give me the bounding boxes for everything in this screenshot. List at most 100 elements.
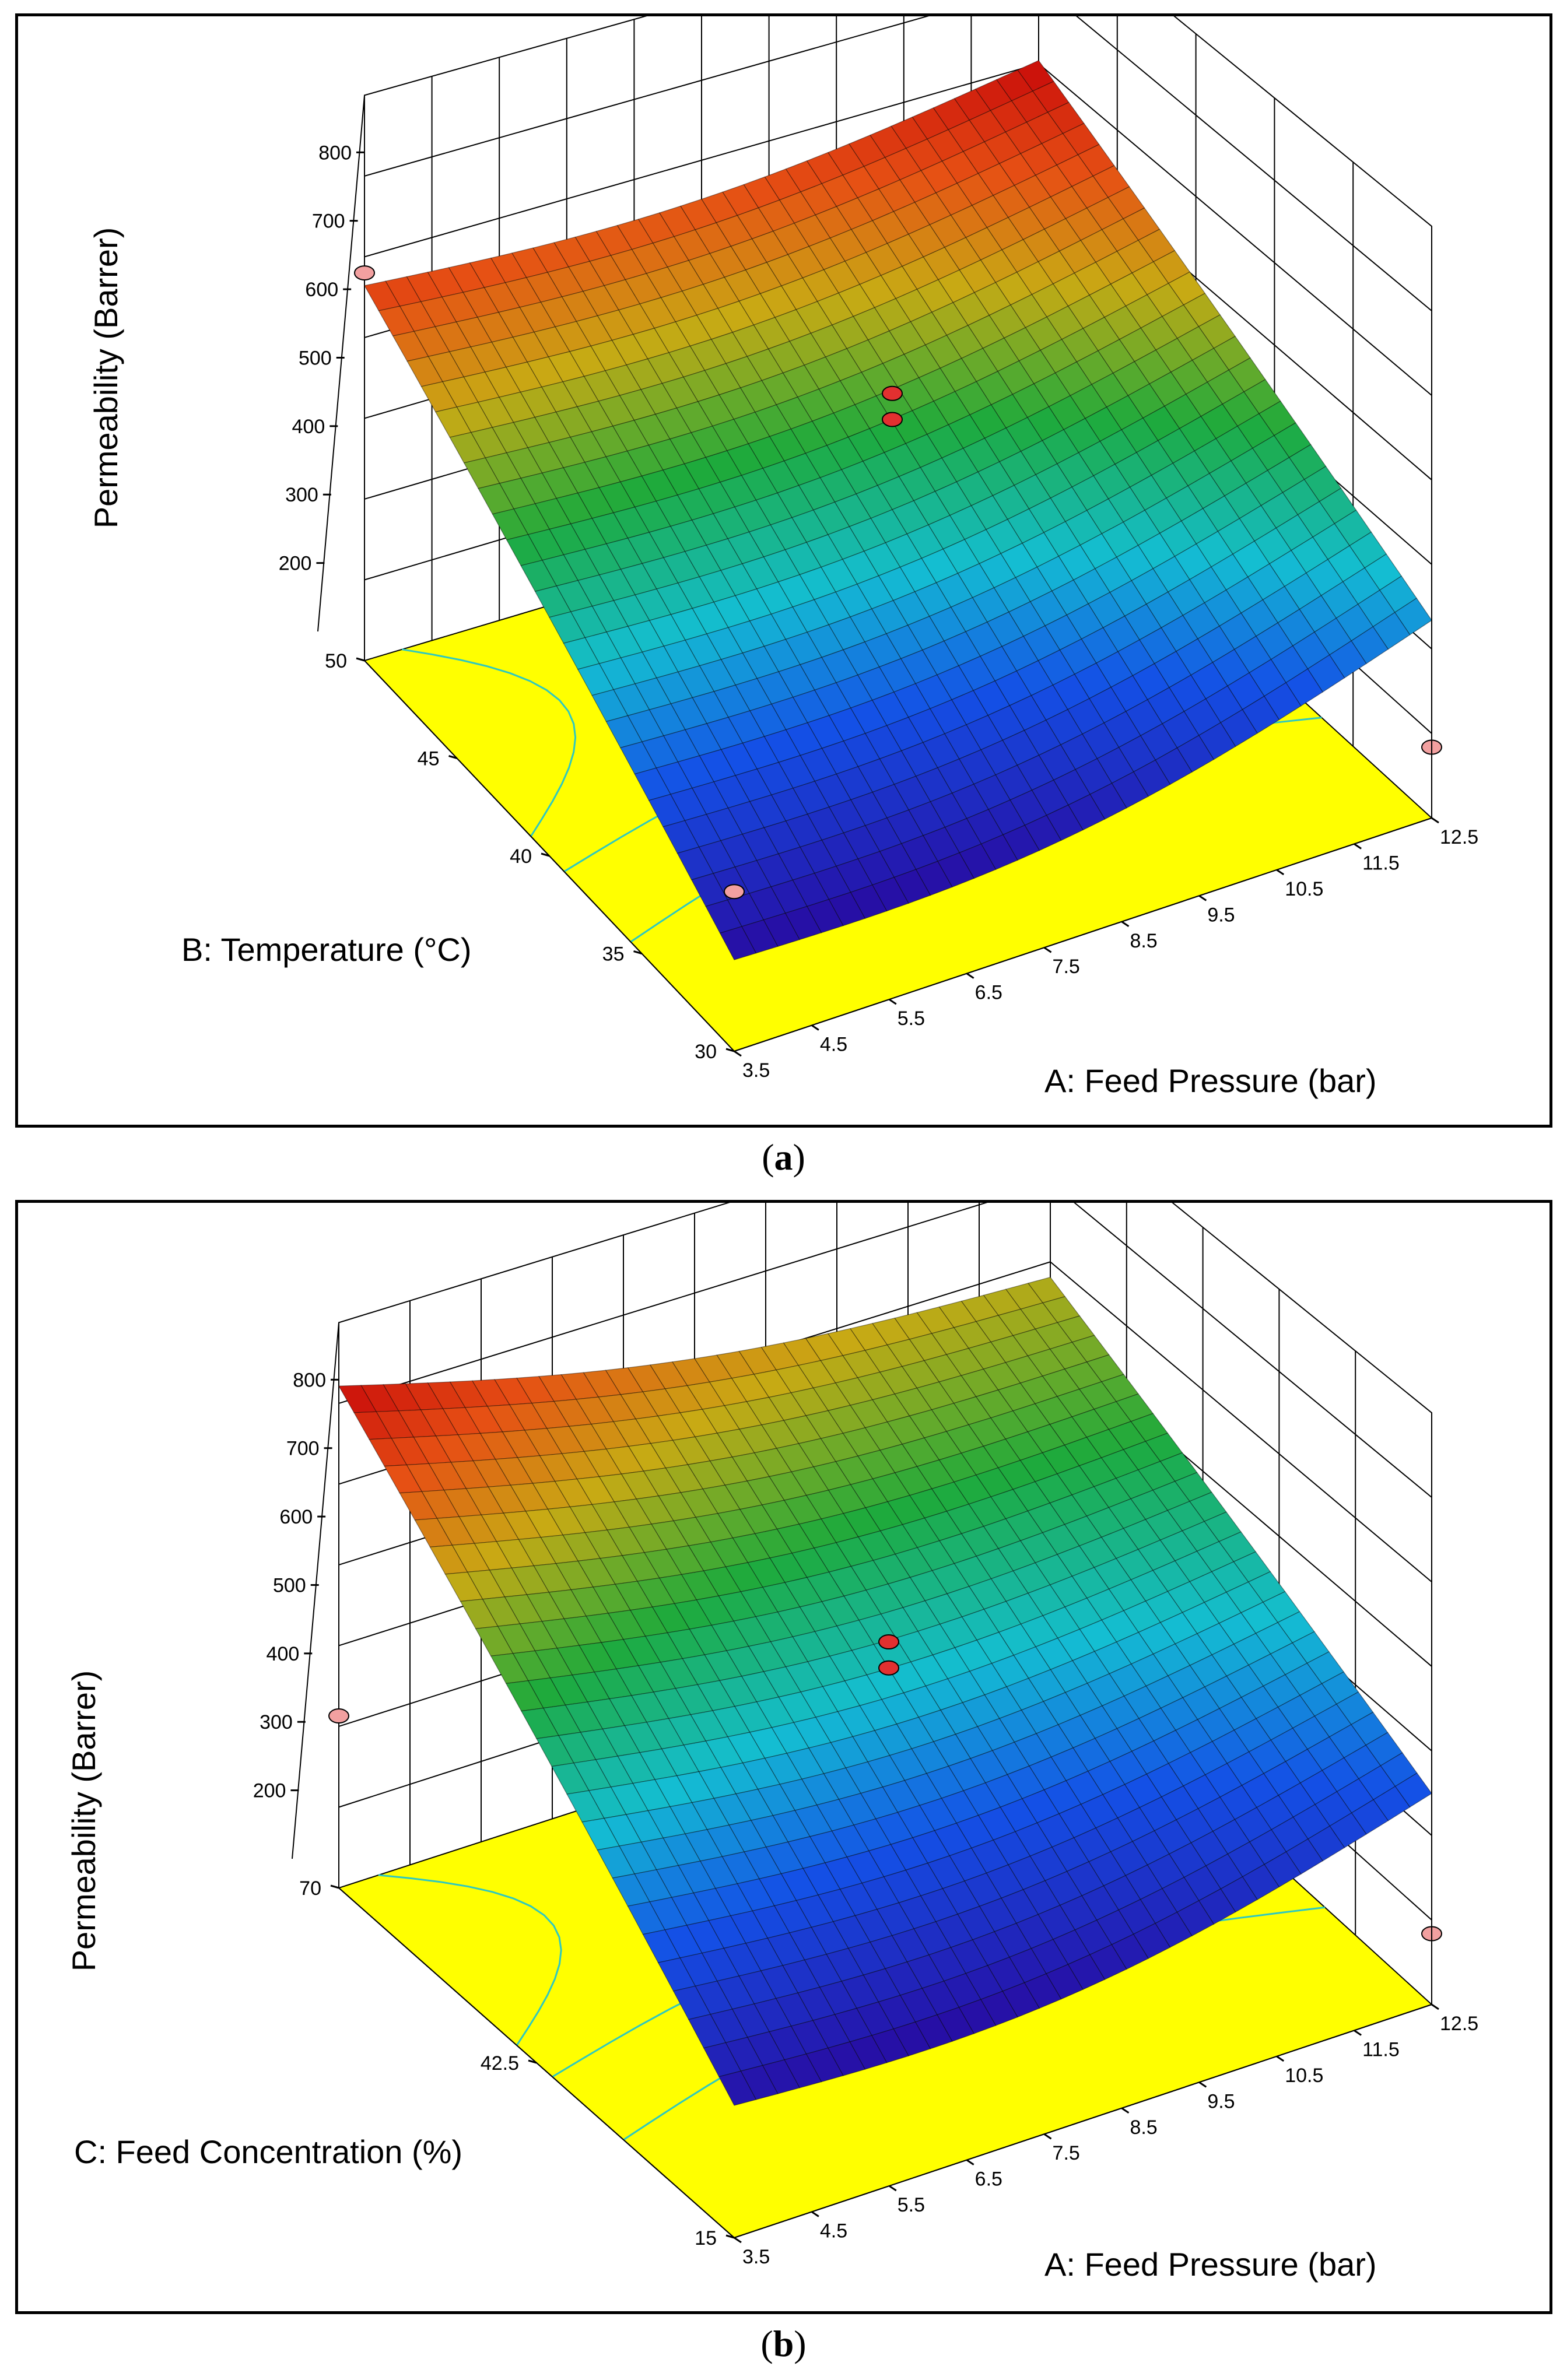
surface-cell bbox=[677, 665, 715, 698]
surface-cell bbox=[907, 616, 945, 651]
surface-cell bbox=[1086, 498, 1124, 535]
x-tick-mark bbox=[1276, 2055, 1285, 2062]
surface-cell bbox=[1222, 391, 1260, 427]
x-tick-mark bbox=[966, 973, 974, 979]
surface-cell bbox=[1247, 563, 1285, 601]
x-tick-label: 4.5 bbox=[820, 1034, 847, 1056]
surface-cell bbox=[577, 1558, 616, 1588]
x-axis-line bbox=[734, 2004, 1432, 2238]
surface-cell bbox=[864, 725, 902, 760]
surface-cell bbox=[1198, 722, 1236, 760]
z-tick-label: 200 bbox=[279, 553, 312, 575]
surface-cell bbox=[1303, 466, 1342, 503]
surface-cell bbox=[605, 1446, 644, 1475]
surface-cell bbox=[607, 1610, 646, 1640]
surface-cell bbox=[1278, 1782, 1316, 1818]
surface-cell bbox=[1130, 1654, 1169, 1687]
surface-cell bbox=[548, 351, 585, 382]
surface-cell bbox=[1240, 1686, 1279, 1719]
surface-cell bbox=[1196, 1623, 1235, 1656]
surface-cell bbox=[463, 371, 500, 403]
surface-cell bbox=[857, 851, 895, 886]
z-axis-line bbox=[292, 1322, 339, 1859]
surface-cell bbox=[870, 509, 908, 543]
surface-cell bbox=[778, 664, 815, 698]
surface-cell bbox=[956, 471, 994, 507]
surface-cell bbox=[442, 1407, 481, 1435]
surface-cell bbox=[924, 335, 962, 369]
surface-cell bbox=[457, 1433, 496, 1462]
x-tick-mark bbox=[1354, 2030, 1362, 2036]
surface-cell bbox=[1042, 1296, 1081, 1323]
surface-cell bbox=[1179, 416, 1217, 452]
surface-cell bbox=[762, 2059, 800, 2094]
surface-cell bbox=[1282, 479, 1320, 515]
x-tick-label: 11.5 bbox=[1362, 2038, 1400, 2060]
surface-cell bbox=[1073, 1827, 1112, 1862]
surface-cell bbox=[1099, 429, 1137, 465]
z-tick-label: 500 bbox=[273, 1574, 306, 1596]
surface-cell bbox=[698, 1767, 737, 1799]
surface-cell bbox=[864, 1345, 903, 1373]
surface-cell bbox=[928, 515, 965, 550]
surface-cell bbox=[1089, 1944, 1127, 1980]
surface-cell bbox=[733, 412, 770, 444]
gridline-back-h bbox=[364, 16, 1432, 311]
x-tick-label: 8.5 bbox=[1130, 930, 1157, 952]
surface-cell bbox=[632, 328, 669, 360]
z-tick-label: 300 bbox=[260, 1711, 293, 1733]
surface-cell bbox=[538, 1374, 577, 1402]
surface-cell bbox=[945, 1347, 984, 1376]
surface-cell bbox=[520, 1707, 559, 1739]
surface-cell bbox=[900, 650, 938, 684]
x-tick-mark bbox=[1121, 2107, 1130, 2114]
surface-cell bbox=[690, 873, 728, 907]
surface-cell bbox=[864, 817, 902, 852]
surface-cell bbox=[1019, 1532, 1058, 1564]
surface-cell bbox=[769, 429, 807, 462]
surface-cell bbox=[929, 699, 967, 735]
surface-cell bbox=[1167, 1581, 1205, 1613]
surface-cell bbox=[710, 332, 748, 364]
surface-cell bbox=[676, 846, 714, 880]
surface-cell bbox=[908, 801, 946, 836]
surface-cell bbox=[1042, 429, 1079, 465]
surface-cell bbox=[1042, 1606, 1081, 1639]
surface-cell bbox=[705, 450, 742, 483]
surface-cell bbox=[534, 412, 571, 443]
surface-cell bbox=[489, 1567, 528, 1598]
x-tick-label: 9.5 bbox=[1207, 904, 1235, 926]
surface-cell bbox=[827, 526, 865, 560]
surface-cell bbox=[541, 381, 578, 413]
x-tick-mark bbox=[734, 2237, 742, 2244]
surface-cell bbox=[1008, 1855, 1046, 1890]
x-tick-mark bbox=[1121, 921, 1130, 928]
surface-cell bbox=[958, 655, 995, 691]
surface-cell bbox=[1226, 1751, 1264, 1786]
surface-cell bbox=[353, 1411, 392, 1440]
surface-cell bbox=[647, 352, 684, 384]
surface-cell bbox=[690, 426, 728, 458]
surface-cell bbox=[806, 534, 843, 568]
surface-cell bbox=[1249, 659, 1286, 697]
surface-cell bbox=[893, 869, 931, 904]
surface-cell bbox=[951, 784, 989, 819]
surface-cell bbox=[886, 717, 924, 752]
surface-cell bbox=[1114, 452, 1152, 488]
surface-cell bbox=[741, 468, 778, 501]
y-tick-mark bbox=[633, 950, 642, 954]
surface-cell bbox=[872, 784, 910, 819]
surface-cell bbox=[943, 631, 981, 666]
surface-cell bbox=[1125, 294, 1163, 329]
surface-cell bbox=[688, 253, 725, 285]
surface-cell bbox=[414, 1518, 453, 1548]
surface-cell bbox=[525, 1508, 564, 1538]
surface-cell bbox=[518, 1537, 557, 1567]
surface-cell bbox=[794, 214, 831, 247]
x-tick-mark bbox=[734, 1050, 742, 1057]
surface-cell bbox=[720, 563, 758, 596]
x-axis-title: A: Feed Pressure (bar) bbox=[1044, 2246, 1377, 2283]
x-tick-mark bbox=[1198, 895, 1207, 901]
surface-cell bbox=[470, 342, 507, 373]
x-tick-label: 12.5 bbox=[1440, 826, 1478, 848]
